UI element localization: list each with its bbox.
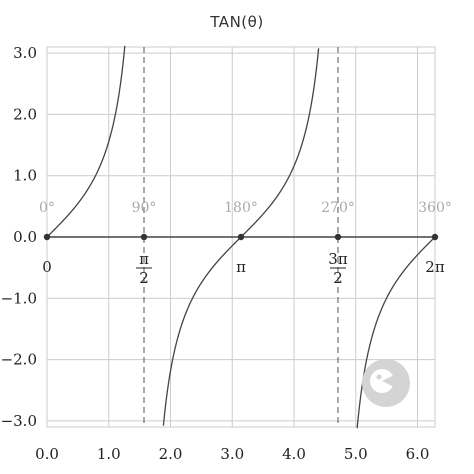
x-tick-label: 0.0 [35, 445, 59, 463]
x-tick-label: 2.0 [159, 445, 183, 463]
radian-denominator: 2 [333, 269, 343, 287]
key-point [431, 233, 439, 241]
degree-label: 270° [321, 200, 355, 216]
degree-label: 90° [132, 200, 157, 216]
x-tick-label: 5.0 [344, 445, 368, 463]
key-point [43, 233, 51, 241]
y-tick-labels: 3.0 2.0 1.0 0.0 −1.0 −2.0 −3.0 [1, 44, 37, 430]
radian-label: π [236, 258, 246, 276]
y-tick-label: −3.0 [1, 412, 37, 430]
x-tick-labels: 0.0 1.0 2.0 3.0 4.0 5.0 6.0 [35, 445, 429, 463]
y-tick-label: −2.0 [1, 351, 37, 369]
radian-label: 2π [425, 258, 445, 276]
x-tick-label: 4.0 [282, 445, 306, 463]
degree-label: 360° [418, 200, 452, 216]
y-tick-label: 2.0 [13, 105, 37, 123]
x-tick-label: 6.0 [406, 445, 430, 463]
x-tick-label: 1.0 [97, 445, 121, 463]
pacman-face-icon [362, 359, 410, 407]
degree-label: 0° [39, 200, 55, 216]
y-tick-label: 1.0 [13, 167, 37, 185]
chart-title: TAN(θ) [209, 13, 263, 31]
key-point [237, 233, 245, 241]
radian-numerator: π [139, 250, 149, 268]
radian-label: 0 [42, 258, 52, 276]
y-tick-label: 0.0 [13, 228, 37, 246]
tan-branch-2 [356, 236, 436, 429]
key-point [140, 233, 148, 241]
radian-numerator: 3π [328, 250, 348, 268]
y-tick-label: 3.0 [13, 44, 37, 62]
key-point [334, 233, 342, 241]
tan-branch-0 [46, 45, 126, 238]
grid [46, 46, 436, 428]
y-tick-label: −1.0 [1, 289, 37, 307]
degree-label: 180° [224, 200, 258, 216]
x-tick-label: 3.0 [220, 445, 244, 463]
radian-denominator: 2 [139, 269, 149, 287]
